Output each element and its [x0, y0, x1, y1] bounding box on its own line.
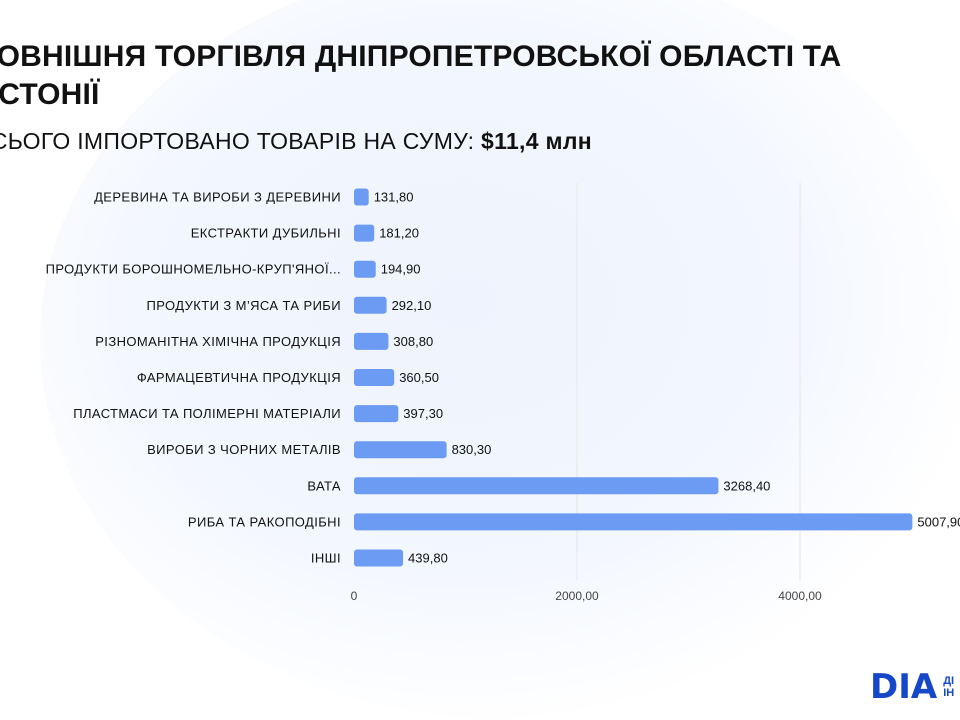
bar: [354, 405, 399, 423]
bar: [354, 549, 404, 567]
subtitle-prefix: ВСЬОГО ІМПОРТОВАНО ТОВАРІВ НА СУМУ:: [0, 128, 475, 154]
category-label: ПРОДУКТИ З М’ЯСА ТА РИБИ: [147, 298, 341, 313]
page-title: ЗОВНІШНЯ ТОРГІВЛЯ ДНІПРОПЕТРОВСЬКОЇ ОБЛА…: [0, 40, 842, 111]
bar: [354, 296, 387, 314]
value-label: 360,50: [399, 370, 439, 385]
value-label: 439,80: [408, 551, 448, 566]
value-label: 292,10: [392, 298, 432, 313]
bar: [354, 513, 913, 531]
x-tick-label: 4000,00: [778, 589, 822, 603]
category-label: ПЛАСТМАСИ ТА ПОЛІМЕРНІ МАТЕРІАЛИ: [73, 406, 341, 421]
bar: [354, 369, 395, 386]
category-label: РІЗНОМАНІТНА ХІМІЧНА ПРОДУКЦІЯ: [95, 334, 341, 349]
category-label: ФАРМАЦЕВТИЧНА ПРОДУКЦІЯ: [137, 370, 341, 385]
logo-mark: DIA: [870, 667, 938, 707]
value-label: 308,80: [393, 334, 433, 349]
value-label: 131,80: [374, 190, 414, 205]
category-label: РИБА ТА РАКОПОДІБНІ: [188, 514, 341, 529]
x-tick-label: 0: [351, 589, 358, 603]
value-label: 3268,40: [723, 478, 770, 493]
category-label: ДЕРЕВИНА ТА ВИРОБИ З ДЕРЕВИНИ: [94, 190, 341, 205]
logo-text-line2: ІН: [943, 687, 955, 699]
value-label: 194,90: [381, 262, 421, 277]
category-label: ПРОДУКТИ БОРОШНОМЕЛЬНО-КРУП'ЯНОЇ...: [46, 262, 341, 277]
label-layer: 0 2000,00 4000,00 ДЕРЕВИНА ТА ВИРОБИ З ДЕРЕ…: [46, 190, 960, 604]
bar: [354, 332, 389, 350]
category-label: ІНШІ: [311, 551, 341, 566]
bar: [354, 188, 369, 206]
bar: [354, 260, 376, 278]
bar: [354, 224, 375, 242]
logo-text: ДІ ІН: [943, 675, 954, 699]
subtitle-amount: $11,4 млн: [481, 128, 592, 154]
category-label: ВАТА: [307, 478, 341, 493]
category-label: ЕКСТРАКТИ ДУБИЛЬНІ: [191, 226, 341, 241]
background-glow: [40, 0, 960, 720]
dia-logo: DIA ДІ ІН: [870, 666, 960, 708]
logo-text-line1: ДІ: [943, 675, 955, 687]
bar: [354, 441, 447, 459]
category-label: ВИРОБИ З ЧОРНИХ МЕТАЛІВ: [147, 442, 341, 457]
value-label: 397,30: [403, 406, 443, 421]
bar: [354, 477, 719, 495]
bar-layer: [354, 188, 913, 567]
page-subtitle: ВСЬОГО ІМПОРТОВАНО ТОВАРІВ НА СУМУ: $11,…: [0, 126, 592, 156]
value-label: 830,30: [452, 442, 492, 457]
x-tick-label: 2000,00: [555, 589, 599, 603]
value-label: 5007,90: [917, 514, 960, 529]
value-label: 181,20: [379, 226, 419, 241]
